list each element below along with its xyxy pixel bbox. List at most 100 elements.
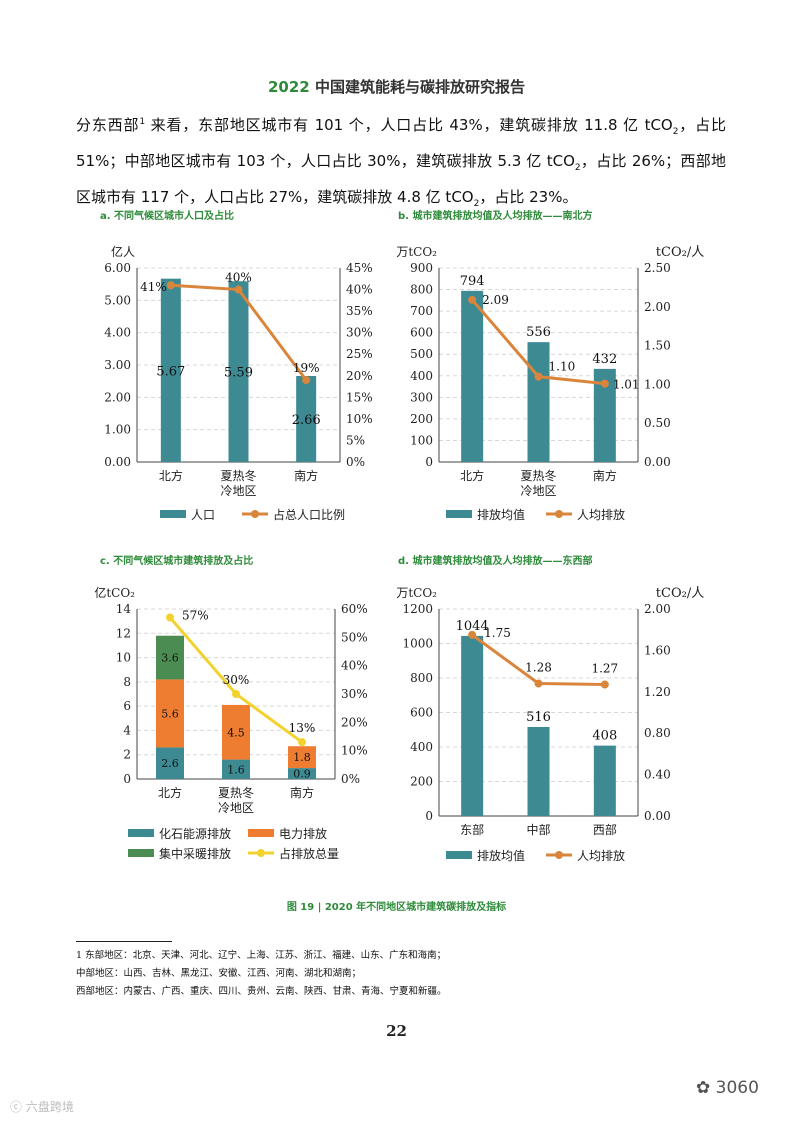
segment-label: 1.8	[293, 751, 311, 764]
bar-value-label: 556	[526, 325, 551, 340]
para-text-3: ，占比 51%；中部地区城市有 103 个，人口占比 30%，建筑碳排放 5.3…	[76, 116, 726, 170]
line-value-label: 30%	[223, 673, 250, 687]
legend-swatch	[160, 510, 186, 518]
watermark-right-text: 3060	[715, 1078, 759, 1098]
legend-label: 排放均值	[477, 848, 525, 863]
line-point	[600, 680, 609, 689]
y2-tick-label: 30%	[346, 326, 373, 340]
y-tick-label: 14	[116, 602, 132, 616]
bar-value-label: 2.66	[292, 413, 321, 428]
y-tick-label: 600	[410, 706, 433, 720]
y-tick-label: 5.00	[104, 293, 131, 307]
y-tick-label: 400	[410, 369, 433, 383]
y-tick-label: 200	[410, 775, 433, 789]
y-tick-label: 200	[410, 412, 433, 426]
report-year: 2022	[268, 78, 310, 96]
legend-label: 排放均值	[477, 507, 525, 522]
segment-label: 1.6	[227, 763, 245, 776]
line-point	[600, 379, 609, 388]
bar-value-label: 516	[526, 710, 551, 725]
chart-a: 0.00 1.00 2.00 3.00 4.00 5.00 6.00 0% 5% 10% 15% 20…	[104, 244, 373, 522]
watermark-left: ⓒ 六盘跨境	[10, 1098, 74, 1115]
y2-tick-label: 20%	[341, 715, 368, 729]
line-value-label: 57%	[182, 609, 209, 623]
bar	[527, 726, 550, 816]
y2-tick-label: 1.60	[644, 643, 671, 657]
bar	[461, 635, 484, 816]
bar-value-label: 432	[592, 352, 617, 367]
stacked-bar-segment	[156, 635, 184, 680]
x-tick-label: 夏热冬	[520, 468, 556, 483]
y2-tick-label: 20%	[346, 369, 373, 383]
y-tick-label: 300	[410, 390, 433, 404]
chart-d: 0 200 400 600 800 1000 1200 0.00 0.40 0.80 1.20 1.6…	[396, 586, 704, 863]
y2-tick-label: 1.00	[644, 377, 671, 391]
y2-tick-label: 0.00	[644, 809, 671, 823]
stacked-bar-segment	[156, 679, 184, 748]
bar	[296, 375, 317, 462]
bar	[160, 278, 181, 462]
y-tick-label: 0	[425, 809, 433, 823]
line-value-label: 1.10	[549, 360, 576, 374]
y2-tick-label: 60%	[341, 602, 368, 616]
line-value-label: 19%	[293, 361, 320, 375]
legend-label: 化石能源排放	[159, 826, 231, 841]
y2-axis-title: tCO₂/人	[656, 586, 704, 601]
chart-b: 0 100 200 300 400 500 600 700 800 900 0.00 0.50 1.00…	[396, 245, 704, 522]
footnote-east: 1 东部地区：北京、天津、河北、辽宁、上海、江苏、浙江、福建、山东、广东和海南；	[76, 950, 447, 961]
y-axis-title: 万tCO₂	[396, 586, 437, 600]
y-tick-label: 6.00	[104, 261, 131, 275]
y2-tick-label: 0.80	[644, 726, 671, 740]
line-point	[166, 281, 175, 290]
segment-label: 3.6	[161, 652, 179, 665]
y2-tick-label: 5%	[346, 433, 365, 447]
line-value-label: 41%	[140, 280, 167, 294]
bar	[593, 368, 616, 462]
segment-label: 2.6	[161, 757, 179, 770]
y2-tick-label: 45%	[346, 261, 373, 275]
y-tick-label: 500	[410, 347, 433, 361]
line-point	[534, 679, 543, 688]
legend-label: 集中采暖排放	[159, 846, 231, 861]
y-tick-label: 3.00	[104, 358, 131, 372]
legend-label: 电力排放	[279, 826, 327, 841]
stacked-bar-segment	[222, 704, 250, 760]
y2-tick-label: 40%	[346, 283, 373, 297]
y-tick-label: 700	[410, 304, 433, 318]
y2-tick-label: 2.00	[644, 300, 671, 314]
legend-swatch	[446, 851, 472, 859]
x-tick-label: 北方	[159, 468, 183, 483]
bar-value-label: 5.59	[224, 366, 253, 381]
y2-tick-label: 2.50	[644, 261, 671, 275]
line-value-label: 40%	[225, 271, 252, 285]
chart-c-title: c. 不同气候区城市建筑排放及占比	[100, 556, 254, 567]
line-point	[166, 613, 174, 622]
y2-tick-label: 0.40	[644, 768, 671, 782]
y-tick-label: 4.00	[104, 326, 131, 340]
para-text-5: ，占比 23%。	[479, 188, 578, 206]
x-tick-label: 冷地区	[520, 484, 556, 498]
footnote-ref[interactable]: 1	[139, 117, 146, 127]
x-tick-label: 北方	[460, 468, 484, 483]
y-tick-label: 800	[410, 671, 433, 685]
line-value-label: 2.09	[482, 293, 509, 307]
chart-d-title: d. 城市建筑排放均值及人均排放——东西部	[398, 556, 593, 567]
x-tick-label: 北方	[158, 785, 182, 800]
y2-tick-label: 30%	[341, 687, 368, 701]
bar-value-label: 1044	[456, 619, 489, 634]
y-tick-label: 10	[116, 651, 131, 665]
y-tick-label: 4	[123, 723, 131, 737]
y-tick-label: 0	[425, 455, 433, 469]
legend-swatch	[128, 849, 154, 857]
y-tick-label: 12	[116, 626, 131, 640]
legend-swatch	[248, 829, 274, 837]
legend-label: 人均排放	[577, 848, 625, 863]
chart-c: 0 2 4 6 8 10 12 14 0% 10% 20% 30% 40% 50% 60% 亿tCO₂ 2.6 5…	[94, 585, 368, 861]
x-tick-label: 南方	[290, 785, 314, 800]
legend-label: 人均排放	[577, 507, 625, 522]
footnote-divider	[76, 941, 172, 942]
y2-tick-label: 0%	[341, 772, 360, 786]
y2-tick-label: 1.20	[644, 685, 671, 699]
report-header: 2022 中国建筑能耗与碳排放研究报告	[0, 76, 793, 97]
line-value-label: 13%	[289, 721, 316, 735]
